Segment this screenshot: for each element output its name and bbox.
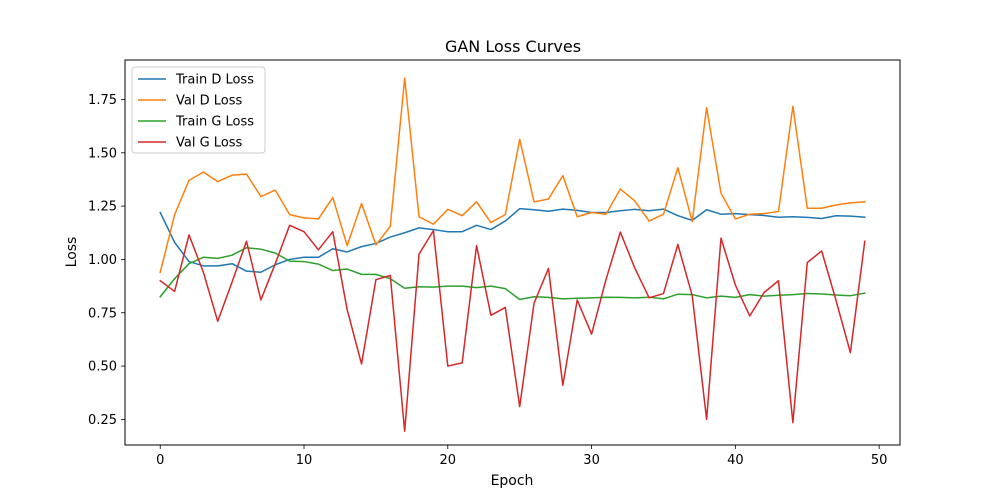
legend: Train D Loss Val D Loss Train G Loss Val G …	[131, 66, 266, 154]
x-tick-label: 0	[156, 453, 164, 468]
chart-title: GAN Loss Curves	[445, 37, 581, 56]
legend-box	[131, 66, 266, 154]
legend-label: Val G Loss	[176, 136, 243, 151]
y-tick-label: 1.25	[88, 200, 117, 215]
y-axis-label: Loss	[64, 237, 80, 268]
y-tick-label: 0.25	[88, 413, 117, 428]
x-tick-label: 50	[871, 453, 888, 468]
legend-label: Train G Loss	[175, 115, 254, 130]
y-tick-label: 0.50	[88, 360, 117, 375]
series-line-3	[159, 224, 866, 432]
x-tick-label: 20	[440, 453, 457, 468]
series-line-1	[159, 77, 866, 274]
y-tick-label: 0.75	[88, 306, 117, 321]
x-tick-label: 30	[583, 453, 600, 468]
y-tick-label: 1.50	[88, 146, 117, 161]
legend-label: Val D Loss	[176, 94, 242, 109]
series-line-2	[159, 246, 866, 301]
x-tick-label: 40	[727, 453, 744, 468]
y-tick-label: 1.00	[88, 253, 117, 268]
ticks-layer: 0 10 20 30 40 50 0.25 0.50 0.75 1.00 1.25 1.50 1.75	[88, 93, 887, 468]
x-tick-label: 10	[296, 453, 313, 468]
y-tick-label: 1.75	[88, 93, 117, 108]
legend-label: Train D Loss	[175, 73, 254, 88]
plot-frame	[124, 59, 901, 446]
x-axis-label: Epoch	[491, 473, 534, 489]
series-layer	[159, 77, 866, 432]
